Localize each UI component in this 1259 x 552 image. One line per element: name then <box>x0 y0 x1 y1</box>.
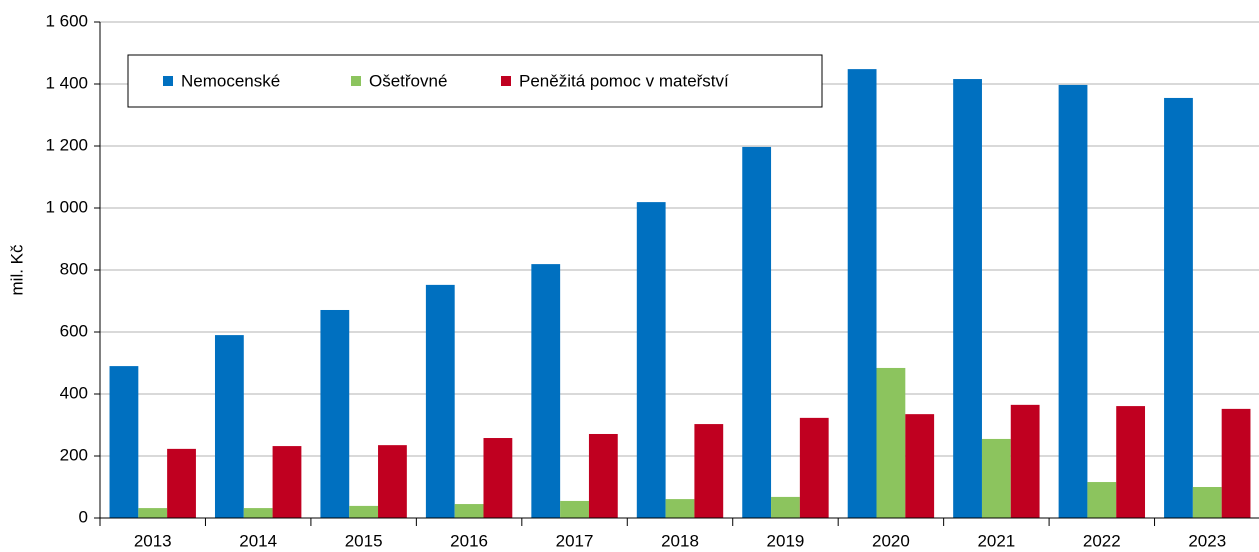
bar <box>425 284 455 518</box>
x-tick-label: 2020 <box>872 531 910 550</box>
bar <box>799 417 829 518</box>
y-tick-label: 200 <box>60 445 88 464</box>
bar <box>138 508 168 518</box>
bar <box>214 335 244 518</box>
y-tick-label: 0 <box>79 507 88 526</box>
bar <box>167 448 196 518</box>
x-tick-label: 2015 <box>345 531 383 550</box>
x-tick-label: 2018 <box>661 531 699 550</box>
bar <box>665 499 695 518</box>
bar <box>1164 97 1193 518</box>
y-tick-label: 1 200 <box>45 135 88 154</box>
bar <box>771 496 800 518</box>
bar <box>1192 487 1222 518</box>
bar <box>742 146 772 518</box>
bar <box>588 433 618 518</box>
bar <box>483 438 513 518</box>
bar <box>454 504 484 518</box>
legend-box <box>127 54 823 108</box>
bar <box>349 505 379 518</box>
x-tick-label: 2013 <box>134 531 172 550</box>
bar <box>694 424 724 518</box>
x-tick-label: 2014 <box>239 531 277 550</box>
y-tick-label: 1 400 <box>45 73 88 92</box>
legend-marker <box>351 76 361 86</box>
bar <box>1116 406 1146 518</box>
x-tick-label: 2021 <box>977 531 1015 550</box>
bar <box>981 438 1011 518</box>
bar <box>109 366 139 518</box>
y-axis-label: mil. Kč <box>7 244 26 296</box>
bar <box>243 508 273 518</box>
legend-marker <box>501 76 511 86</box>
legend-label: Peněžitá pomoc v mateřství <box>519 71 729 90</box>
bar <box>1221 408 1251 518</box>
bar <box>272 446 302 518</box>
bar <box>1058 84 1088 519</box>
bar <box>378 445 407 518</box>
bar <box>636 202 666 519</box>
y-tick-label: 600 <box>60 321 88 340</box>
bar <box>320 309 350 518</box>
bar <box>531 264 561 518</box>
bar <box>876 367 906 518</box>
bar <box>1087 482 1117 518</box>
x-tick-label: 2016 <box>450 531 488 550</box>
x-tick-label: 2022 <box>1083 531 1121 550</box>
x-tick-label: 2017 <box>556 531 594 550</box>
x-tick-label: 2019 <box>767 531 805 550</box>
bar <box>905 414 935 518</box>
bar <box>560 500 589 518</box>
legend-label: Ošetřovné <box>369 71 447 90</box>
bar <box>1010 404 1040 518</box>
y-tick-label: 1 600 <box>45 11 88 30</box>
legend-marker <box>163 76 173 86</box>
y-tick-label: 400 <box>60 383 88 402</box>
legend-label: Nemocenské <box>181 71 280 90</box>
x-tick-label: 2023 <box>1188 531 1226 550</box>
bar <box>953 79 982 518</box>
y-tick-label: 1 000 <box>45 197 88 216</box>
bar <box>847 69 877 519</box>
y-tick-label: 800 <box>60 259 88 278</box>
